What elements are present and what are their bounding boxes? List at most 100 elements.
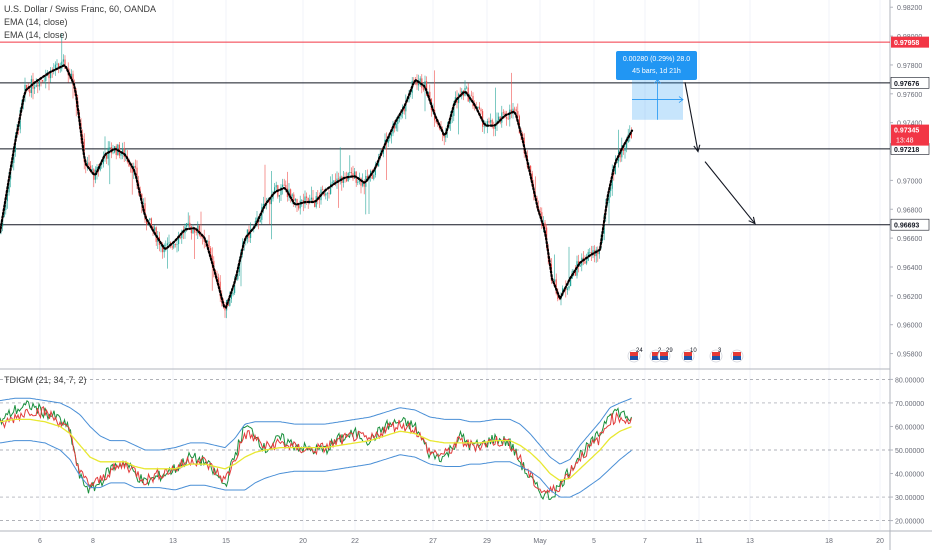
candle-body [419, 78, 421, 83]
candle [339, 147, 341, 185]
candle-body [483, 126, 485, 128]
candle [592, 245, 594, 259]
candle-body [557, 293, 559, 299]
candle-body [354, 171, 356, 179]
candle-body [168, 242, 170, 244]
candle [86, 156, 88, 171]
indicator-series-line[interactable] [0, 418, 632, 482]
last-price-bg [891, 124, 929, 146]
candle-body [466, 87, 468, 89]
level-tag-text: 0.97958 [894, 40, 919, 47]
level-tag-bg [891, 36, 929, 48]
ema-line-dotted[interactable] [0, 64, 634, 309]
candle [149, 217, 151, 222]
candle-body [90, 165, 92, 170]
candle-body [34, 86, 36, 89]
time-axis[interactable]: 6 8 13 15 20 22 27 29 May 5 7 11 13 18 20 [38, 538, 884, 545]
candle-body [91, 169, 93, 170]
indicator-tick-label: 20.00000 [895, 519, 924, 526]
candle-body [259, 219, 261, 223]
candle-body [37, 84, 39, 87]
candle-body [256, 217, 258, 221]
flag-stripe [733, 352, 741, 356]
candle-body [328, 193, 330, 195]
candle-body [128, 162, 130, 167]
candle [312, 189, 314, 203]
indicator-series-line[interactable] [0, 397, 632, 465]
projection-arrow[interactable] [684, 82, 701, 153]
event-flag-icon[interactable]: 3 [709, 348, 723, 363]
candle-body [278, 195, 280, 197]
symbol-title[interactable]: U.S. Dollar / Swiss Franc, 60, OANDA [4, 4, 157, 14]
event-flag-icon[interactable]: 10 [681, 348, 697, 363]
candle-body [334, 180, 336, 183]
price-tick-label: 0.95800 [897, 352, 922, 359]
candle [280, 184, 282, 201]
candle-body [570, 278, 572, 287]
candle [42, 80, 44, 83]
ema-legend-1[interactable]: EMA (14, close) [4, 17, 68, 27]
price-tick-label: 0.98200 [897, 5, 922, 12]
candle [586, 253, 588, 266]
candle-body [56, 63, 58, 65]
candle-body [154, 227, 156, 231]
level-tag-text: 0.96693 [894, 223, 919, 230]
flag-stripe [630, 356, 638, 360]
candle [122, 142, 124, 160]
candle-body [5, 201, 7, 211]
candle-body [166, 243, 168, 245]
candle-body [232, 292, 234, 295]
candle [390, 131, 392, 144]
candle-body [362, 180, 364, 186]
candle-body [62, 59, 64, 62]
candle [336, 171, 338, 189]
candle-body [123, 148, 125, 158]
level-tag-bg [890, 77, 930, 89]
flag-stripe [712, 352, 720, 356]
candle-body [6, 192, 8, 202]
candle [38, 78, 40, 91]
candle-body [443, 135, 445, 138]
candle-body [152, 226, 154, 231]
candle-body [269, 199, 271, 205]
price-tick-label: 0.97600 [897, 92, 922, 99]
candle-body [200, 235, 202, 237]
candle-body [54, 64, 56, 71]
candle-body [294, 198, 296, 201]
candle [597, 246, 599, 262]
measure-arrow-right [678, 96, 684, 103]
candle-body [360, 177, 362, 186]
event-flag-icon[interactable]: 24 [627, 348, 643, 363]
candle-body [187, 222, 189, 224]
candle-body [173, 244, 175, 248]
indicator-series-line[interactable] [0, 440, 632, 498]
candle-body [120, 153, 122, 156]
ema-legend-2[interactable]: EMA (14, close) [4, 30, 68, 40]
candle [494, 87, 496, 137]
time-tick-label: 6 [38, 538, 42, 545]
candle-body [115, 146, 117, 155]
candle-body [64, 59, 66, 69]
candle-body [218, 277, 220, 282]
candle-body [150, 218, 152, 227]
candle [48, 71, 50, 91]
event-flag-icon[interactable]: 29 [657, 348, 673, 363]
candle-body [298, 204, 300, 209]
candle-body [478, 106, 480, 110]
tdigm-legend[interactable]: TDIGM (21, 34, 7, 2) [4, 375, 87, 385]
candle-body [82, 135, 84, 140]
projection-arrow[interactable] [704, 161, 756, 225]
candle-body [350, 172, 352, 174]
event-flag-icon[interactable] [730, 349, 744, 363]
indicator-series-line[interactable] [0, 399, 632, 501]
candle-body [598, 248, 600, 255]
candle-body [26, 84, 28, 89]
candle-body [371, 170, 373, 179]
measure-tool[interactable] [632, 78, 684, 120]
price-tick-label: 0.97000 [897, 178, 922, 185]
candle-body [331, 181, 333, 184]
candle [554, 254, 556, 282]
candle-body [317, 196, 319, 198]
candle-body [389, 136, 391, 139]
